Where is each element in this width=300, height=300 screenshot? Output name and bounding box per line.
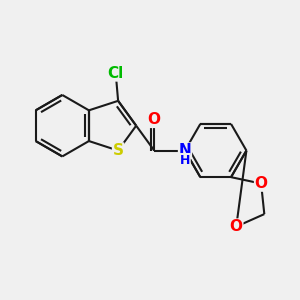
Text: H: H	[180, 154, 190, 166]
Text: S: S	[112, 143, 124, 158]
Text: Cl: Cl	[108, 66, 124, 81]
Text: O: O	[255, 176, 268, 191]
Text: O: O	[148, 112, 161, 127]
Text: N: N	[178, 143, 191, 158]
Text: O: O	[230, 219, 243, 234]
